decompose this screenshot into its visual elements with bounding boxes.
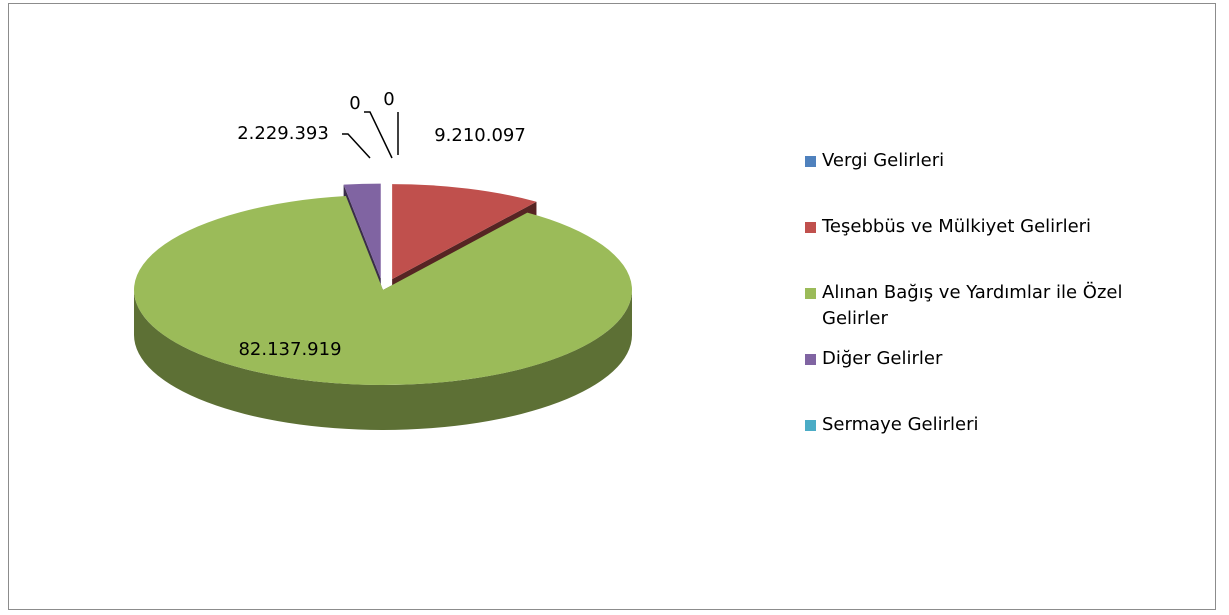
legend-item: Teşebbüs ve Mülkiyet Gelirleri <box>803 214 1193 240</box>
legend-label: Teşebbüs ve Mülkiyet Gelirleri <box>822 216 1092 237</box>
legend-label: Sermaye Gelirleri <box>822 414 979 435</box>
legend: Vergi Gelirleri Teşebbüs ve Mülkiyet Geli… <box>803 148 1193 438</box>
legend-item: Diğer Gelirler <box>803 346 1193 372</box>
legend-swatch <box>805 354 816 365</box>
data-label: 0 <box>383 89 394 110</box>
chart-frame <box>8 3 1216 610</box>
legend-swatch <box>805 420 816 431</box>
legend-swatch <box>805 222 816 233</box>
data-label: 82.137.919 <box>238 339 341 360</box>
leader-line <box>364 111 393 159</box>
slice <box>392 184 537 280</box>
legend-item: Alınan Bağış ve Yardımlar ile Özel Gelir… <box>803 280 1193 332</box>
slice <box>133 196 633 385</box>
slice-side <box>134 290 632 430</box>
legend-label: Alınan Bağış ve Yardımlar ile Özel Gelir… <box>822 282 1123 329</box>
legend-item: Vergi Gelirleri <box>803 148 1193 174</box>
legend-swatch <box>805 156 816 167</box>
legend-item: Sermaye Gelirleri <box>803 412 1193 438</box>
legend-label: Diğer Gelirler <box>822 348 943 369</box>
legend-label: Vergi Gelirleri <box>822 150 945 171</box>
data-label: 0 <box>349 93 360 114</box>
leader-line <box>342 133 371 159</box>
data-label: 9.210.097 <box>434 125 526 146</box>
data-label: 2.229.393 <box>237 123 329 144</box>
legend-swatch <box>805 288 816 299</box>
slice <box>343 183 381 279</box>
